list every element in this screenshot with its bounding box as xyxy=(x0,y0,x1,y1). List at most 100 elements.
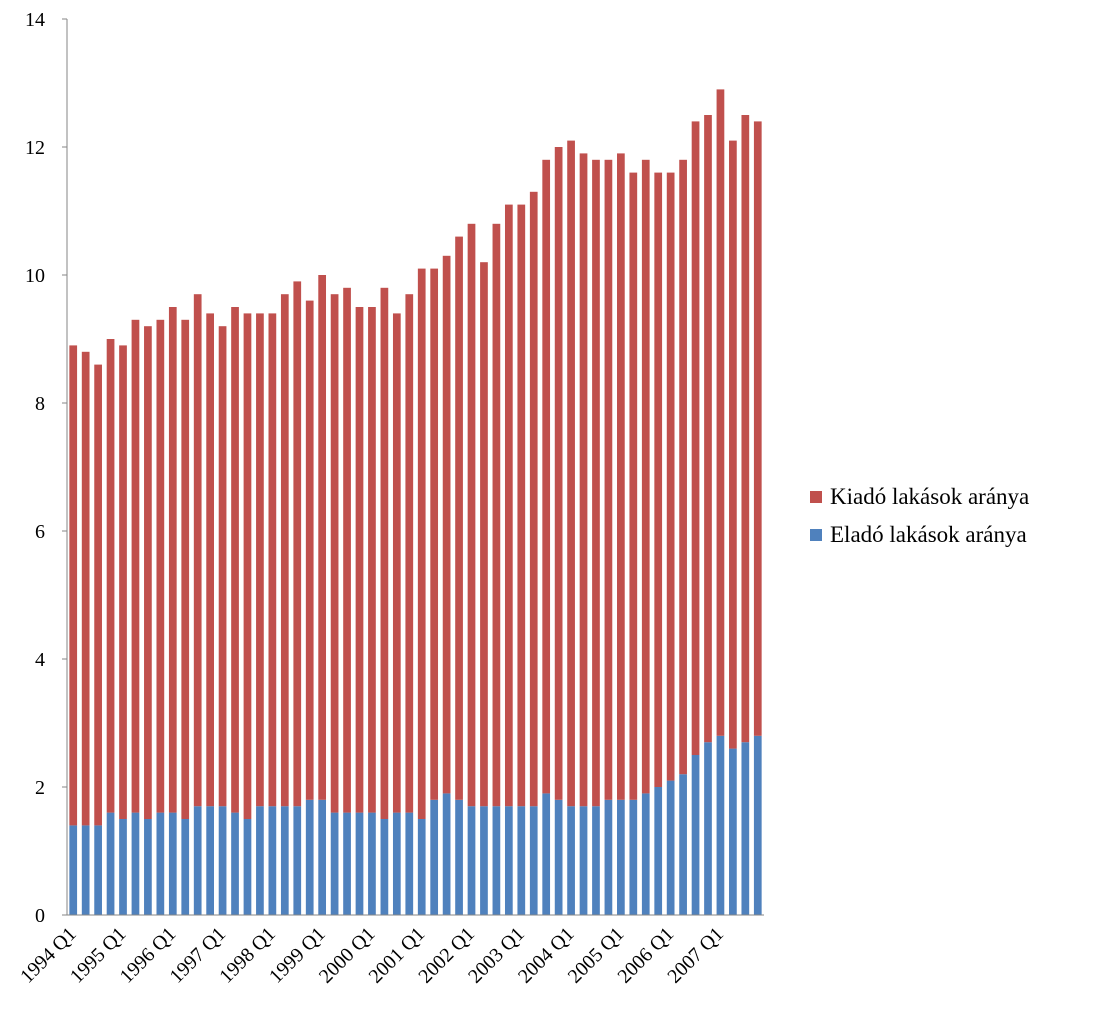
bar-elado xyxy=(617,799,625,915)
bar-kiado xyxy=(604,159,613,800)
bar-elado xyxy=(430,799,439,915)
bar-elado xyxy=(330,812,339,915)
legend-swatch-elado xyxy=(810,529,822,541)
bar-kiado xyxy=(567,140,575,807)
bar-elado xyxy=(641,793,650,915)
bar-elado xyxy=(106,812,115,915)
bar-elado xyxy=(442,793,451,915)
bar-kiado xyxy=(380,287,389,819)
legend-swatch-kiado xyxy=(810,491,822,503)
bar-kiado xyxy=(554,147,563,800)
y-tick-label: 14 xyxy=(25,9,45,31)
bar-elado xyxy=(355,812,364,915)
bar-kiado xyxy=(504,204,513,807)
bar-kiado xyxy=(181,319,190,819)
y-tick-label: 0 xyxy=(35,905,45,927)
bar-kiado xyxy=(729,140,737,749)
bar-kiado xyxy=(592,159,600,807)
bar-kiado xyxy=(542,159,551,794)
bar-elado xyxy=(529,806,538,915)
bar-elado xyxy=(119,819,127,915)
bar-elado xyxy=(592,806,600,915)
y-tick-label: 8 xyxy=(35,393,45,415)
bar-kiado xyxy=(218,326,227,807)
bar-elado xyxy=(280,806,289,915)
y-tick-label: 10 xyxy=(25,265,45,287)
bar-kiado xyxy=(442,255,451,794)
bar-elado xyxy=(144,819,152,915)
bar-elado xyxy=(455,799,463,915)
bar-elado xyxy=(243,819,252,915)
bar-elado xyxy=(704,742,712,915)
bar-elado xyxy=(256,806,264,915)
bar-elado xyxy=(579,806,588,915)
bar-kiado xyxy=(330,294,339,813)
bar-kiado xyxy=(355,307,364,813)
bar-elado xyxy=(554,799,563,915)
bar-kiado xyxy=(666,172,675,781)
bar-elado xyxy=(405,812,414,915)
bar-kiado xyxy=(231,307,239,813)
x-tick-label: 2007 Q1 xyxy=(663,923,728,988)
bar-kiado xyxy=(168,307,177,813)
bar-elado xyxy=(268,806,277,915)
bar-kiado xyxy=(467,223,476,807)
legend-label-elado: Eladó lakások aránya xyxy=(830,522,1027,547)
bar-kiado xyxy=(69,345,78,826)
legend-item-elado: Eladó lakások aránya xyxy=(810,516,1029,554)
bar-kiado xyxy=(704,115,712,743)
bar-elado xyxy=(206,806,214,915)
legend: Kiadó lakások aránya Eladó lakások arány… xyxy=(810,478,1029,554)
bar-kiado xyxy=(691,121,700,755)
bar-elado xyxy=(542,793,551,915)
bar-elado xyxy=(741,742,750,915)
bar-elado xyxy=(392,812,401,915)
bar-kiado xyxy=(741,115,750,743)
bar-kiado xyxy=(517,204,526,807)
bar-kiado xyxy=(629,172,638,800)
bars xyxy=(69,89,762,915)
bar-kiado xyxy=(94,364,102,826)
bar-kiado xyxy=(617,153,625,800)
bar-kiado xyxy=(193,294,202,807)
bar-elado xyxy=(567,806,575,915)
bar-elado xyxy=(753,735,762,915)
bar-kiado xyxy=(119,345,127,819)
y-tick-label: 4 xyxy=(35,649,45,671)
bar-kiado xyxy=(579,153,588,807)
bar-elado xyxy=(417,819,426,915)
bar-kiado xyxy=(144,326,152,819)
bar-elado xyxy=(654,787,663,915)
bar-elado xyxy=(467,806,476,915)
bar-elado xyxy=(629,799,638,915)
bar-kiado xyxy=(81,351,90,826)
bar-kiado xyxy=(455,236,463,800)
bar-elado xyxy=(156,812,165,915)
bar-kiado xyxy=(753,121,762,736)
bar-kiado xyxy=(430,268,439,800)
bar-elado xyxy=(368,812,376,915)
bar-elado xyxy=(504,806,513,915)
bar-kiado xyxy=(405,294,414,813)
bar-elado xyxy=(131,812,140,915)
bar-elado xyxy=(380,819,389,915)
bar-elado xyxy=(666,780,675,915)
bar-elado xyxy=(343,812,351,915)
bar-elado xyxy=(492,806,501,915)
bar-kiado xyxy=(492,223,501,807)
bar-kiado xyxy=(417,268,426,820)
bar-elado xyxy=(716,735,725,915)
bar-kiado xyxy=(293,281,302,807)
bar-kiado xyxy=(368,307,376,813)
bar-elado xyxy=(94,825,102,915)
bar-elado xyxy=(218,806,227,915)
bar-kiado xyxy=(206,313,214,807)
bar-elado xyxy=(480,806,488,915)
bar-kiado xyxy=(654,172,663,788)
bar-kiado xyxy=(716,89,725,736)
bar-kiado xyxy=(106,339,115,813)
bar-kiado xyxy=(268,313,277,807)
bar-elado xyxy=(691,755,700,915)
